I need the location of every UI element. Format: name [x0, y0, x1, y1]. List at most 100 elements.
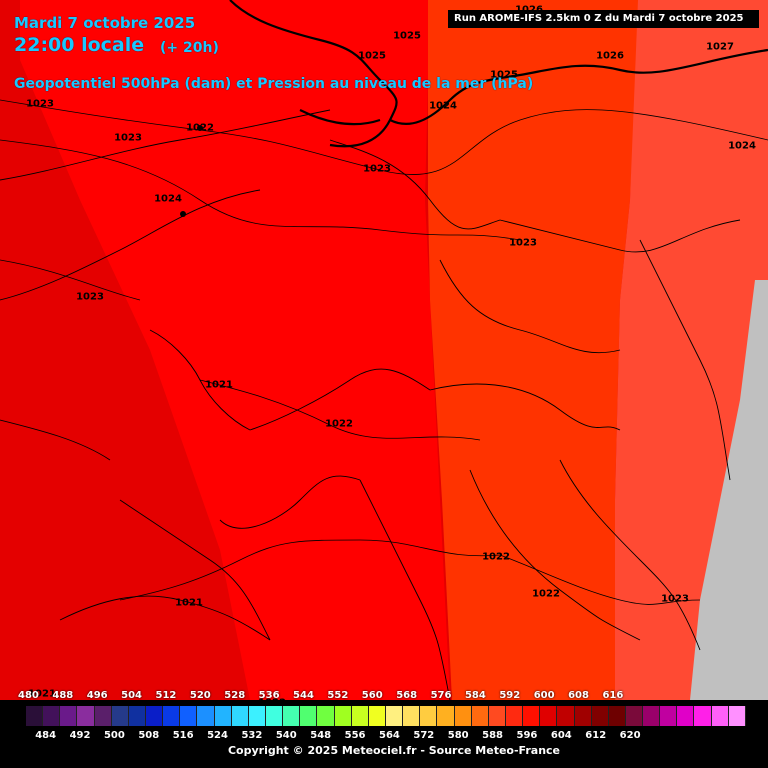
legend-swatch — [317, 706, 335, 726]
isobar-label: 1024 — [728, 140, 756, 152]
legend-tick-top: 480 — [18, 690, 39, 701]
legend-tick-bottom: 596 — [516, 730, 538, 741]
legend-tick-top: 568 — [396, 690, 418, 701]
legend-tick-top: 536 — [258, 690, 280, 701]
legend-swatch — [351, 706, 369, 726]
legend-tick-top: 520 — [189, 690, 211, 701]
isobar-label: 1026 — [515, 4, 543, 16]
isobar-label: 1023 — [26, 98, 54, 110]
isobar-label: 1027 — [706, 41, 734, 53]
legend-swatch — [111, 706, 129, 726]
legend-tick-bottom: 564 — [379, 730, 400, 741]
legend-swatch — [488, 706, 506, 726]
legend-swatch — [300, 706, 318, 726]
legend-swatch — [660, 706, 678, 726]
legend-tick-top: 528 — [224, 690, 246, 701]
legend-swatch — [231, 706, 249, 726]
isobar-label: 1024 — [429, 100, 457, 112]
legend-tick-top: 576 — [430, 690, 452, 701]
legend-tick-top: 504 — [121, 690, 143, 701]
zone-588 — [428, 0, 640, 700]
isobar-label: 1021 — [175, 597, 203, 609]
isobar-label: 1022 — [186, 122, 214, 134]
isobar-label: 1025 — [393, 30, 421, 42]
legend-tick-bottom: 612 — [585, 730, 607, 741]
legend-tick-bottom: 484 — [35, 730, 57, 741]
legend-swatch — [643, 706, 661, 726]
legend-tick-top: 488 — [52, 690, 74, 701]
coastlines — [0, 109, 741, 701]
legend-tick-bottom: 540 — [275, 730, 297, 741]
legend-swatch — [471, 706, 489, 726]
legend-swatch — [385, 706, 404, 726]
legend-swatch — [403, 706, 421, 726]
legend-tick-bottom: 508 — [138, 730, 160, 741]
legend-swatch — [265, 706, 284, 726]
isobar-label: 1023 — [76, 291, 104, 303]
legend-tick-top: 616 — [602, 690, 624, 701]
legend-swatch — [420, 706, 438, 726]
legend-swatch — [214, 706, 232, 726]
color-legend-bar — [25, 705, 747, 727]
legend-tick-top: 512 — [155, 690, 177, 701]
legend-tick-top: 608 — [568, 690, 589, 701]
legend-swatch — [711, 706, 729, 726]
legend-tick-bottom: 532 — [241, 730, 263, 741]
isobars — [0, 99, 768, 605]
legend-tick-bottom: 588 — [482, 730, 504, 741]
legend-swatch — [145, 706, 164, 726]
legend-swatch — [60, 706, 78, 726]
upper-coastline — [229, 0, 768, 148]
legend-swatch — [557, 706, 575, 726]
legend-tick-top: 584 — [464, 690, 486, 701]
legend-swatch — [625, 706, 644, 726]
legend-swatch — [437, 706, 455, 726]
isobar-label: 1025 — [490, 69, 518, 81]
isobar-label: 1024 — [154, 193, 182, 205]
isobar-label: 1021 — [205, 379, 233, 391]
legend-tick-bottom: 516 — [172, 730, 194, 741]
legend-tick-top: 544 — [293, 690, 314, 701]
run-info: Run AROME-IFS 2.5km 0 Z du Mardi 7 octob… — [448, 10, 759, 28]
legend-tick-top: 496 — [86, 690, 108, 701]
copyright: Copyright © 2025 Meteociel.fr - Source M… — [227, 744, 561, 757]
isobar-label: 1022 — [325, 418, 353, 430]
isobar-label: 1026 — [596, 50, 624, 62]
legend-swatch — [454, 706, 472, 726]
map-time: 22:00 locale — [14, 34, 145, 56]
legend-swatch — [608, 706, 626, 726]
isobar-label: 1023 — [114, 132, 142, 144]
legend-swatch — [505, 706, 524, 726]
isobar-label: 1021 — [28, 688, 56, 700]
isobar-label: 1022 — [532, 588, 560, 600]
legend-swatch — [26, 706, 44, 726]
legend-swatch — [334, 706, 352, 726]
legend-swatch — [368, 706, 386, 726]
legend-swatch — [43, 706, 61, 726]
isobar-label: 1022 — [258, 697, 286, 709]
no-data-area — [690, 280, 768, 700]
isobar-label: 1022 — [482, 551, 510, 563]
legend-swatch — [94, 706, 112, 726]
zone-584-mid — [20, 0, 450, 700]
isobar-label: 1025 — [358, 50, 386, 62]
legend-swatch — [591, 706, 609, 726]
legend-tick-bottom: 572 — [413, 730, 435, 741]
isobar-label: 1023 — [509, 237, 537, 249]
isobar-label: 1023 — [661, 593, 689, 605]
legend-tick-top: 560 — [361, 690, 383, 701]
legend-swatch — [197, 706, 215, 726]
legend-swatch — [677, 706, 695, 726]
legend-swatch — [283, 706, 301, 726]
legend-swatch — [540, 706, 558, 726]
legend-swatch — [248, 706, 266, 726]
forecast-offset: (+ 20h) — [160, 40, 219, 56]
legend-tick-top: 592 — [499, 690, 521, 701]
legend-tick-bottom: 524 — [207, 730, 228, 741]
legend-tick-bottom: 620 — [619, 730, 641, 741]
high-center-mark — [180, 211, 186, 217]
legend-swatch — [574, 706, 592, 726]
legend-swatch — [180, 706, 198, 726]
high-center-mark — [197, 125, 203, 131]
